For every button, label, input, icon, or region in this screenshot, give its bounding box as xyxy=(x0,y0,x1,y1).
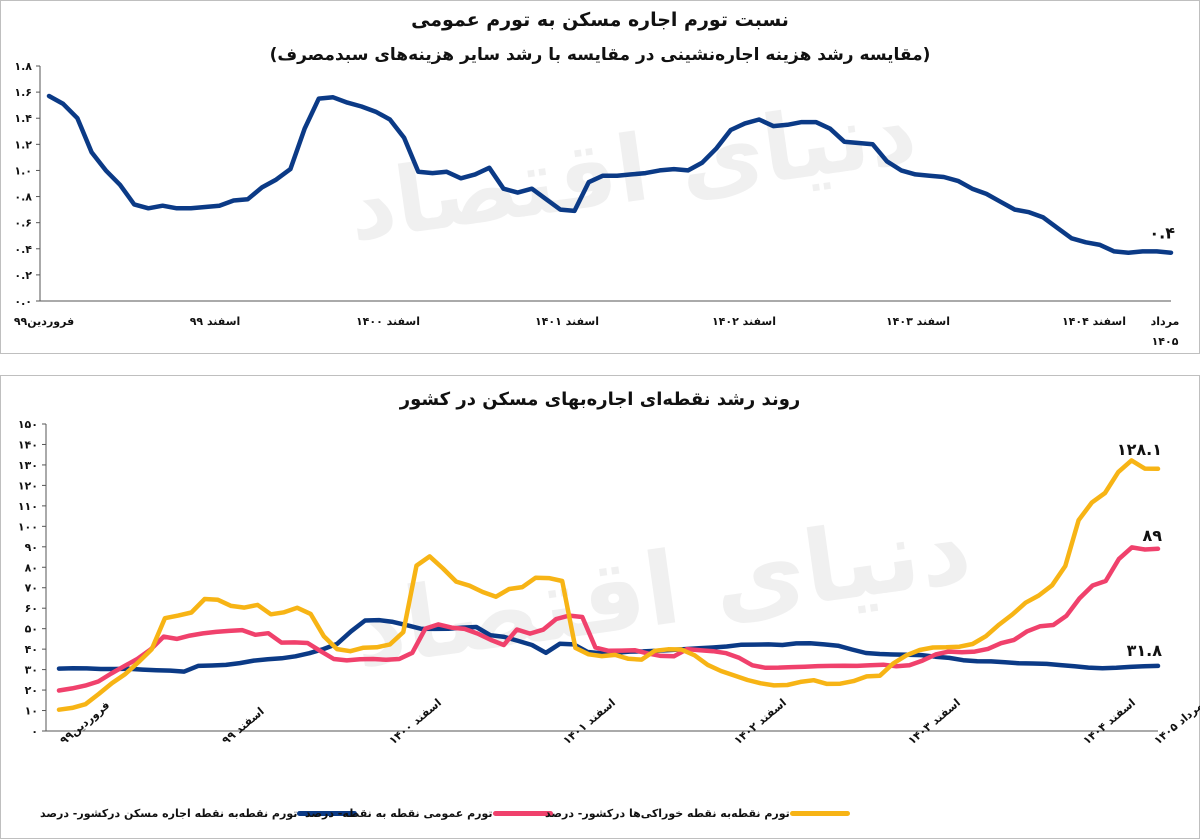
chart-title: روند رشد نقطه‌ای اجاره‌بهای مسکن در کشور xyxy=(399,389,801,410)
x-tick-label: اسفند ۱۴۰۳ xyxy=(886,315,950,328)
y-tick-label: ۱۰ xyxy=(25,705,38,718)
y-tick-label: ۱۵۰ xyxy=(18,418,38,431)
y-tick-label: ۱.۴ xyxy=(14,112,32,125)
chart-1-plot: ۰.۰ ۰.۲ ۰.۴ ۰.۶ ۰.۸ ۱.۰ ۱.۲ ۱.۴ ۱.۶ ۱.۸ فروردین۹۹ ا… xyxy=(14,60,1180,348)
y-tick-label: ۱.۰ xyxy=(14,164,32,177)
x-tick-label: مرداد ۱۴۰۵ xyxy=(1152,699,1200,747)
x-tick-label: اسفند ۹۹ xyxy=(190,315,241,328)
x-tick-label: اسفند ۱۴۰۲ xyxy=(712,315,776,328)
y-tick-label: ۲۰ xyxy=(25,684,38,697)
legend-label: تورم عمومی نقطه به نقطه- درصد xyxy=(305,807,493,820)
y-tick-label: ۱۳۰ xyxy=(18,459,38,472)
y-tick-label: ۰.۴ xyxy=(14,243,32,256)
y-tick-label: ۰.۲ xyxy=(14,269,32,282)
legend-label: تورم نقطه‌به نقطه خوراکی‌ها درکشور- درصد xyxy=(545,807,790,820)
y-tick-label: ۰ xyxy=(31,725,38,738)
legend-item-food: تورم نقطه‌به نقطه خوراکی‌ها درکشور- درصد xyxy=(545,807,858,820)
x-tick-label: اسفند ۱۴۰۰ xyxy=(387,696,444,747)
x-tick-label: اسفند ۱۴۰۳ xyxy=(906,696,963,747)
y-tick-label: ۱۴۰ xyxy=(18,438,38,451)
y-tick-label: ۷۰ xyxy=(25,582,38,595)
y-tick-label: ۸۰ xyxy=(25,561,38,574)
x-tick-label: اسفند ۹۹ xyxy=(220,705,267,747)
y-tick-label: ۱۱۰ xyxy=(18,500,38,513)
legend-label: تورم نقطه‌به نقطه اجاره مسکن درکشور- درص… xyxy=(40,807,298,820)
y-tick-label: ۳۰ xyxy=(25,664,38,677)
y-tick-label: ۰.۰ xyxy=(14,295,32,308)
x-tick-label: اسفند ۱۴۰۴ xyxy=(1081,696,1138,747)
x-tick-label: اسفند ۱۴۰۲ xyxy=(732,696,789,747)
y-tick-label: ۰.۶ xyxy=(14,217,32,230)
chart-subtitle: (مقایسه رشد هزینه اجاره‌نشینی در مقایسه … xyxy=(269,45,931,65)
y-tick-label: ۱.۶ xyxy=(14,86,32,99)
y-tick-label: ۱.۸ xyxy=(14,60,32,73)
x-tick-label: اسفند ۱۴۰۰ xyxy=(356,315,420,328)
chart-title: نسبت تورم اجاره مسکن به تورم عمومی xyxy=(411,9,789,31)
series-line-1 xyxy=(56,545,1161,693)
legend-swatch xyxy=(789,811,850,816)
x-tick-label: اسفند ۱۴۰۱ xyxy=(535,315,599,328)
x-tick-label: اسفند ۱۴۰۴ xyxy=(1062,315,1126,328)
legend-swatch xyxy=(297,811,358,816)
y-tick-label: ۵۰ xyxy=(25,623,38,636)
end-value-label: ۱۲۸.۱ xyxy=(1117,440,1162,459)
y-tick-label: ۹۰ xyxy=(25,541,38,554)
end-value-label: ۳۱.۸ xyxy=(1127,641,1163,660)
end-value-label: ۸۹ xyxy=(1142,526,1162,545)
legend-swatch xyxy=(492,811,553,816)
legend-item-general: تورم عمومی نقطه به نقطه- درصد xyxy=(305,807,561,820)
chart-panel-rent-growth: روند رشد نقطه‌ای اجاره‌بهای مسکن در کشور… xyxy=(0,375,1200,839)
series-line-2 xyxy=(56,458,1161,712)
y-tick-label: ۱۰۰ xyxy=(18,520,38,533)
legend-item-rent: تورم نقطه‌به نقطه اجاره مسکن درکشور- درص… xyxy=(40,807,365,820)
x-tick-label: فروردین۹۹ xyxy=(14,315,74,328)
y-tick-label: ۱.۲ xyxy=(14,138,32,151)
y-tick-label: ۱۲۰ xyxy=(18,479,38,492)
y-tick-label: ۰.۸ xyxy=(14,191,32,204)
x-tick-label: مرداد ۱۴۰۵ xyxy=(1151,315,1180,348)
end-value-label: ۰.۴ xyxy=(1149,224,1175,243)
x-tick-label: اسفند ۱۴۰۱ xyxy=(561,696,618,747)
y-tick-label: ۴۰ xyxy=(25,643,38,656)
y-tick-label: ۶۰ xyxy=(25,602,38,615)
series-line-0 xyxy=(46,93,1174,255)
